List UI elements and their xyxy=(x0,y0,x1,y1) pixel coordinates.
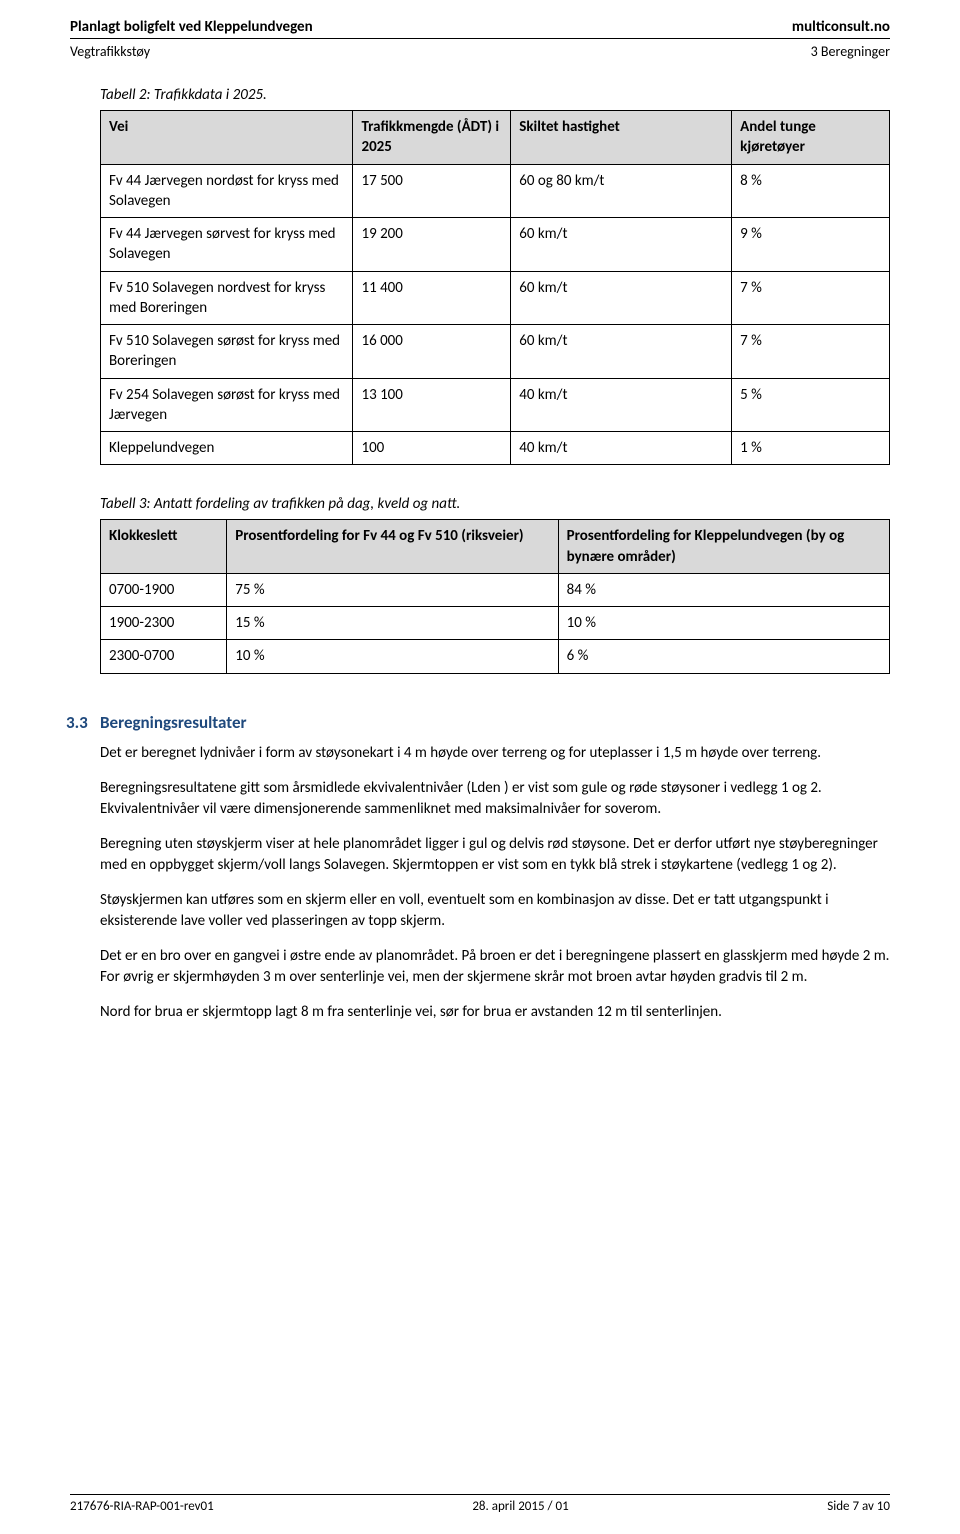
header-title-right: multiconsult.no xyxy=(792,18,890,36)
cell: 11 400 xyxy=(353,271,511,325)
cell: 100 xyxy=(353,432,511,465)
paragraph: Beregning uten støyskjerm viser at hele … xyxy=(100,834,890,876)
table-fordeling: Klokkeslett Prosentfordeling for Fv 44 o… xyxy=(100,519,890,673)
cell: Fv 254 Solavegen sørøst for kryss med Jæ… xyxy=(101,378,353,432)
cell: 7 % xyxy=(732,271,890,325)
cell: Fv 44 Jærvegen nordøst for kryss med Sol… xyxy=(101,164,353,218)
cell: 40 km/t xyxy=(511,432,732,465)
cell: 15 % xyxy=(227,607,558,640)
table-row: Kleppelundvegen 100 40 km/t 1 % xyxy=(101,432,890,465)
cell: 40 km/t xyxy=(511,378,732,432)
table-row: 2300-0700 10 % 6 % xyxy=(101,640,890,673)
section-heading: 3.3 Beregningsresultater xyxy=(66,712,890,733)
cell: 10 % xyxy=(227,640,558,673)
cell: 19 200 xyxy=(353,218,511,272)
cell: 8 % xyxy=(732,164,890,218)
table-row: Fv 44 Jærvegen sørvest for kryss med Sol… xyxy=(101,218,890,272)
page-header-sub: Vegtrafikkstøy 3 Beregninger xyxy=(70,43,890,60)
header-sub-right: 3 Beregninger xyxy=(811,43,890,60)
cell: 60 km/t xyxy=(511,325,732,379)
cell: 9 % xyxy=(732,218,890,272)
table-trafikkdata: Vei Trafikkmengde (ÅDT) i 2025 Skiltet h… xyxy=(100,110,890,465)
cell: 1900-2300 xyxy=(101,607,227,640)
cell: 60 km/t xyxy=(511,218,732,272)
section-number: 3.3 xyxy=(66,712,100,733)
table2-caption: Tabell 2: Trafikkdata i 2025. xyxy=(100,86,890,104)
paragraph: Beregningsresultatene gitt som årsmidled… xyxy=(100,778,890,820)
paragraph: Det er beregnet lydnivåer i form av støy… xyxy=(100,743,890,764)
cell: 16 000 xyxy=(353,325,511,379)
cell: 7 % xyxy=(732,325,890,379)
table3-col1: Prosentfordeling for Fv 44 og Fv 510 (ri… xyxy=(227,520,558,574)
table-row: 1900-2300 15 % 10 % xyxy=(101,607,890,640)
header-sub-left: Vegtrafikkstøy xyxy=(70,43,150,60)
paragraph: Støyskjermen kan utføres som en skjerm e… xyxy=(100,890,890,932)
cell: Fv 510 Solavegen nordvest for kryss med … xyxy=(101,271,353,325)
table3-caption: Tabell 3: Antatt fordeling av trafikken … xyxy=(100,495,890,513)
table-row: Fv 44 Jærvegen nordøst for kryss med Sol… xyxy=(101,164,890,218)
footer-left: 217676-RIA-RAP-001-rev01 xyxy=(70,1499,214,1514)
cell: 60 og 80 km/t xyxy=(511,164,732,218)
page-footer: 217676-RIA-RAP-001-rev01 28. april 2015 … xyxy=(70,1494,890,1514)
section-title: Beregningsresultater xyxy=(100,712,247,733)
page-content: Tabell 2: Trafikkdata i 2025. Vei Trafik… xyxy=(70,86,890,1023)
table-row: Fv 510 Solavegen sørøst for kryss med Bo… xyxy=(101,325,890,379)
table2-col2: Skiltet hastighet xyxy=(511,111,732,165)
footer-right: Side 7 av 10 xyxy=(827,1499,890,1514)
cell: 1 % xyxy=(732,432,890,465)
cell: 5 % xyxy=(732,378,890,432)
table2-col1: Trafikkmengde (ÅDT) i 2025 xyxy=(353,111,511,165)
cell: 75 % xyxy=(227,573,558,606)
cell: Fv 510 Solavegen sørøst for kryss med Bo… xyxy=(101,325,353,379)
cell: 2300-0700 xyxy=(101,640,227,673)
table2-col3: Andel tunge kjøretøyer xyxy=(732,111,890,165)
paragraph: Nord for brua er skjermtopp lagt 8 m fra… xyxy=(100,1002,890,1023)
cell: 10 % xyxy=(558,607,889,640)
table-row: Fv 254 Solavegen sørøst for kryss med Jæ… xyxy=(101,378,890,432)
cell: 84 % xyxy=(558,573,889,606)
table-row: 0700-1900 75 % 84 % xyxy=(101,573,890,606)
table-row: Fv 510 Solavegen nordvest for kryss med … xyxy=(101,271,890,325)
table-header-row: Vei Trafikkmengde (ÅDT) i 2025 Skiltet h… xyxy=(101,111,890,165)
cell: 0700-1900 xyxy=(101,573,227,606)
table3-col2: Prosentfordeling for Kleppelundvegen (by… xyxy=(558,520,889,574)
table-header-row: Klokkeslett Prosentfordeling for Fv 44 o… xyxy=(101,520,890,574)
cell: Fv 44 Jærvegen sørvest for kryss med Sol… xyxy=(101,218,353,272)
page: Planlagt boligfelt ved Kleppelundvegen m… xyxy=(0,0,960,1534)
cell: Kleppelundvegen xyxy=(101,432,353,465)
cell: 13 100 xyxy=(353,378,511,432)
header-title-left: Planlagt boligfelt ved Kleppelundvegen xyxy=(70,18,313,36)
footer-center: 28. april 2015 / 01 xyxy=(472,1499,568,1514)
page-header-top: Planlagt boligfelt ved Kleppelundvegen m… xyxy=(70,18,890,39)
cell: 17 500 xyxy=(353,164,511,218)
paragraph: Det er en bro over en gangvei i østre en… xyxy=(100,946,890,988)
table2-col0: Vei xyxy=(101,111,353,165)
cell: 6 % xyxy=(558,640,889,673)
table3-col0: Klokkeslett xyxy=(101,520,227,574)
cell: 60 km/t xyxy=(511,271,732,325)
